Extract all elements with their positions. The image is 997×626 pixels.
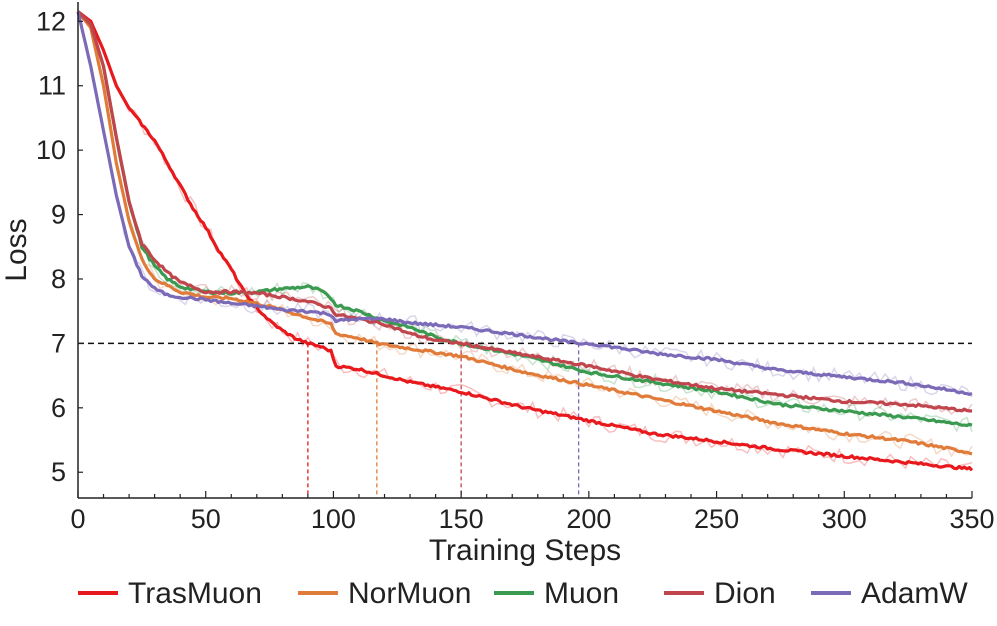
legend: TrasMuon NorMuon Muon Dion AdamW	[78, 577, 968, 610]
plot-area	[76, 10, 974, 498]
y-tick-label: 11	[38, 71, 66, 101]
series-line-dion	[76, 10, 973, 413]
x-tick-label: 100	[311, 504, 356, 534]
y-tick-label: 9	[51, 200, 66, 230]
x-tick-label: 0	[70, 504, 85, 534]
legend-label: Muon	[544, 577, 619, 610]
y-tick-label: 10	[36, 135, 66, 165]
x-tick-label: 350	[949, 504, 994, 534]
legend-item-normuon: NorMuon	[298, 577, 471, 610]
x-tick-label: 200	[566, 504, 611, 534]
x-tick-label: 150	[439, 504, 484, 534]
y-tick-label: 8	[51, 264, 66, 294]
y-tick-label: 6	[51, 393, 66, 423]
legend-item-trasmuon: TrasMuon	[78, 577, 262, 610]
axes: 0 50 100 150 200 250 300 350 5 6 7 8 9 10 11 12 Training…	[0, 2, 995, 567]
y-axis-title: Loss	[0, 218, 33, 281]
series-raw-adamw	[77, 10, 973, 398]
y-tick-label: 7	[51, 328, 66, 358]
x-tick-label: 50	[191, 504, 221, 534]
legend-item-muon: Muon	[494, 577, 619, 610]
x-axis-title: Training Steps	[429, 534, 621, 567]
legend-label: NorMuon	[348, 577, 471, 610]
legend-label: Dion	[714, 577, 776, 610]
legend-item-dion: Dion	[664, 577, 776, 610]
series-line-adamw	[76, 11, 973, 396]
legend-label: AdamW	[861, 577, 968, 610]
series-line-trasmuon	[77, 10, 974, 472]
x-tick-label: 250	[694, 504, 739, 534]
y-tick-label: 12	[36, 6, 66, 36]
x-tick-label: 300	[822, 504, 867, 534]
legend-label: TrasMuon	[128, 577, 262, 610]
y-tick-label: 5	[51, 457, 66, 487]
series-line-normuon	[76, 10, 973, 456]
legend-item-adamw: AdamW	[811, 577, 968, 610]
series-line-muon	[76, 10, 973, 428]
